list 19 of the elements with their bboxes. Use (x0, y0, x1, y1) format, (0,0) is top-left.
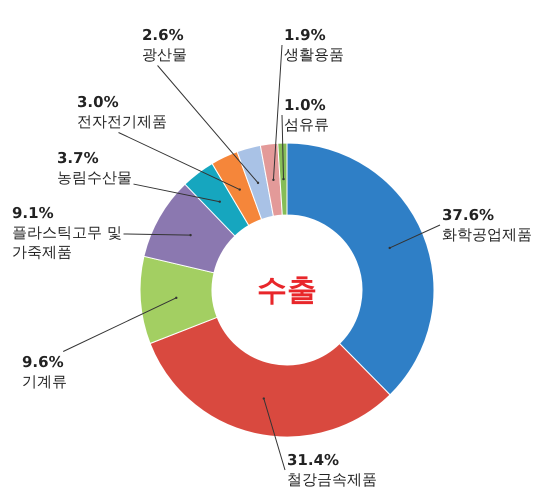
slice-label: 플라스틱고무 및 가죽제품 (12, 224, 122, 261)
data-label: 3.7% (57, 149, 99, 167)
data-label: 2.6% (142, 26, 184, 44)
slice-label: 섬유류 (284, 116, 329, 134)
slice-label: 기계류 (22, 372, 67, 390)
data-label: 1.9% (284, 26, 326, 44)
data-label: 9.1% (12, 204, 54, 222)
slice-label: 전자전기제품 (77, 112, 167, 130)
slice-label: 광산물 (142, 46, 187, 64)
data-label: 9.6% (22, 353, 64, 371)
slice-label: 농림수산물 (57, 168, 132, 186)
data-label: 37.6% (442, 206, 494, 224)
text: 수출 (257, 273, 317, 308)
slice-label: 생활용품 (284, 46, 344, 64)
data-label: 1.0% (284, 96, 326, 114)
data-label: 3.0% (77, 93, 119, 111)
slice-label: 철강금속제품 (287, 470, 377, 488)
data-label: 31.4% (287, 451, 340, 469)
slice-label: 화학공업제품 (442, 226, 532, 244)
